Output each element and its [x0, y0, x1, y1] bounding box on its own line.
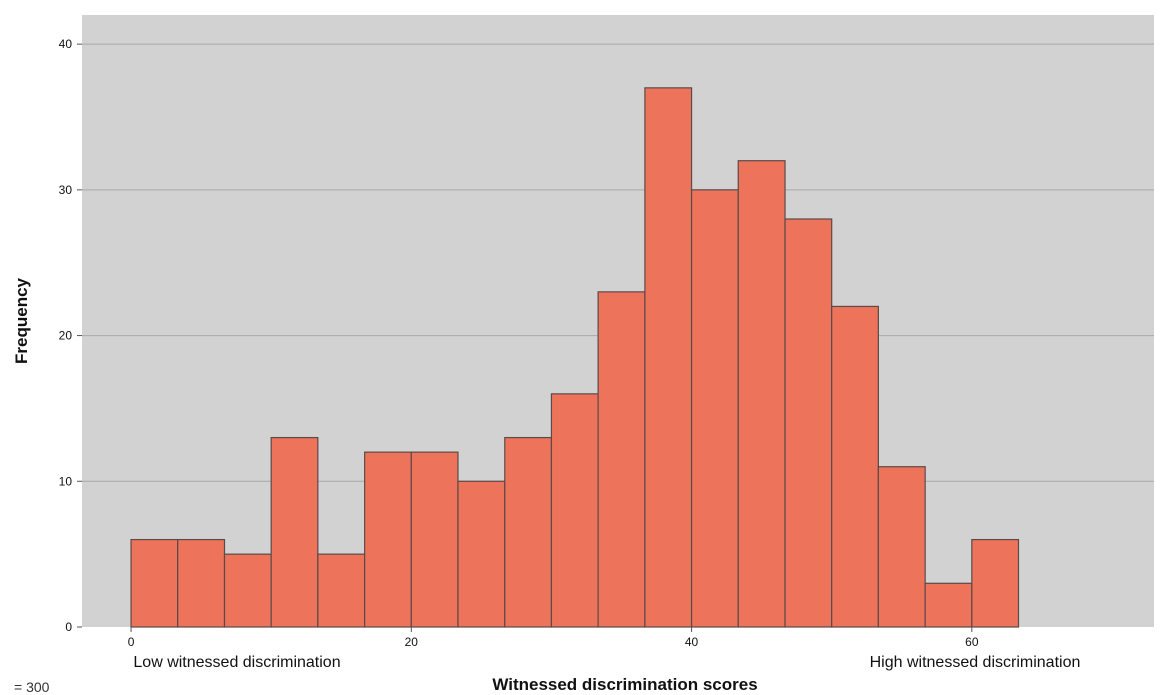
- bars: [130, 87, 1020, 628]
- x-axis-label: Witnessed discrimination scores: [492, 675, 757, 694]
- histogram-bar: [457, 480, 506, 628]
- y-axis-ticks: 0 10 20 30 40: [59, 37, 82, 634]
- histogram-bar: [223, 553, 272, 628]
- histogram-bar: [971, 538, 1020, 628]
- y-tick-label: 40: [59, 37, 73, 51]
- histogram-bar: [550, 393, 599, 628]
- histogram-bar: [504, 436, 553, 628]
- histogram-bar: [317, 553, 366, 628]
- histogram-bar: [784, 218, 833, 628]
- histogram-bar: [831, 305, 879, 628]
- x-tick-label: 0: [128, 635, 135, 649]
- histogram-bar: [270, 436, 319, 628]
- histogram-bar: [410, 451, 459, 628]
- histogram-bar: [877, 466, 926, 628]
- histogram-bar: [924, 582, 973, 628]
- y-tick-label: 0: [65, 620, 72, 634]
- histogram-bar: [597, 291, 646, 628]
- y-tick-label: 20: [59, 329, 73, 343]
- x-tick-label: 40: [685, 635, 699, 649]
- y-tick-label: 10: [59, 474, 73, 488]
- low-annotation: Low witnessed discrimination: [133, 654, 340, 671]
- y-axis-label: Frequency: [12, 277, 31, 364]
- y-tick-label: 30: [59, 183, 73, 197]
- histogram-bar: [177, 538, 226, 628]
- x-tick-label: 60: [965, 635, 979, 649]
- histogram-bar: [644, 87, 693, 628]
- histogram-bar: [364, 451, 412, 628]
- x-axis-ticks: 0 20 40 60: [128, 627, 979, 649]
- histogram-bar: [130, 538, 179, 628]
- histogram-bar: [737, 160, 786, 628]
- x-tick-label: 20: [405, 635, 419, 649]
- sample-size-note: = 300: [14, 679, 50, 695]
- histogram-bar: [690, 189, 739, 628]
- high-annotation: High witnessed discrimination: [870, 654, 1081, 671]
